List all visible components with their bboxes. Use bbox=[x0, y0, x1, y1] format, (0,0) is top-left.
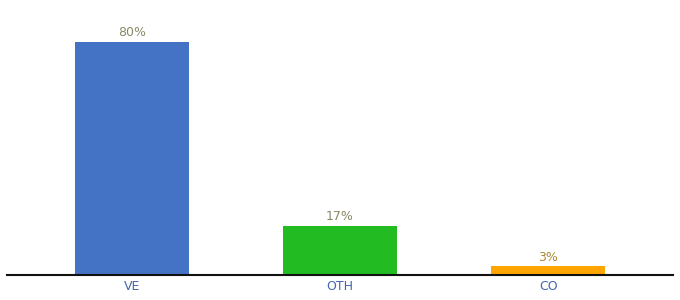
Bar bbox=[491, 266, 605, 275]
Bar bbox=[283, 226, 397, 275]
Text: 17%: 17% bbox=[326, 210, 354, 223]
Text: 80%: 80% bbox=[118, 26, 146, 39]
Text: 3%: 3% bbox=[539, 250, 558, 263]
Bar bbox=[75, 42, 189, 275]
